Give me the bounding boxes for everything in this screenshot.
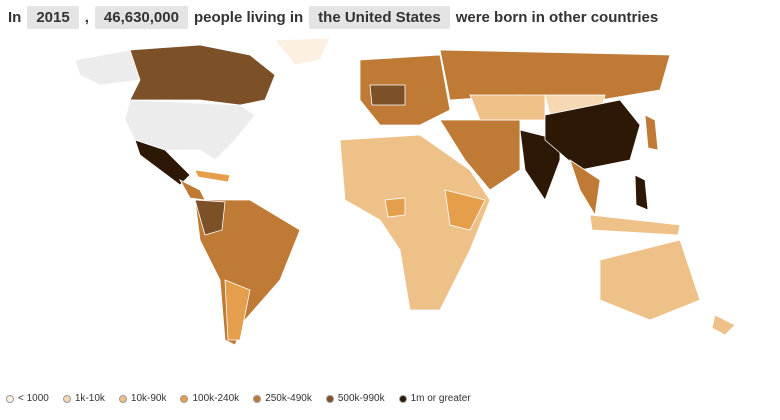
legend-item: < 1000 [6,393,49,404]
legend-label: 500k-990k [337,393,385,404]
legend-swatch [253,394,262,403]
central-america[interactable] [179,179,206,201]
legend-swatch [118,394,127,403]
legend-label: 1m or greater [410,393,471,404]
text: were born in other countries [455,9,659,26]
caribbean[interactable] [194,169,231,183]
legend-item: 10k-90k [118,393,167,404]
nigeria[interactable] [384,197,406,218]
uk-germany[interactable] [369,84,406,106]
country-dropdown[interactable]: the United States [309,6,450,29]
count-dropdown[interactable]: 46,630,000 [94,6,188,29]
southeast-asia[interactable] [569,159,601,217]
legend-label: 10k-90k [130,393,167,404]
mexico[interactable] [134,139,191,186]
year-dropdown[interactable]: 2015 [27,6,79,29]
text: people living in [193,9,304,26]
header: In 2015 , 46,630,000 people living in th… [8,6,658,29]
legend-item: 250k-490k [253,393,312,404]
legend-swatch [325,394,334,403]
legend-label: 100k-240k [192,393,240,404]
japan[interactable] [644,114,659,151]
legend-item: 1k-10k [62,393,105,404]
alaska[interactable] [74,49,141,86]
world-map [74,37,736,346]
text: In [8,9,22,26]
colombia[interactable] [194,199,226,236]
legend: < 1000 1k-10k 10k-90k 100k-240k 250k-490k 500… [6,393,471,404]
legend-swatch [6,394,14,403]
central-asia[interactable] [469,94,546,121]
usa[interactable] [124,99,256,161]
legend-item: 100k-240k [180,393,239,404]
legend-item: 1m or greater [398,393,471,404]
legend-item: 500k-990k [325,393,385,404]
text: , [84,9,89,26]
new-zealand[interactable] [711,314,736,336]
greenland[interactable] [274,37,331,66]
legend-swatch [180,394,189,403]
legend-swatch [62,394,71,403]
legend-label: 250k-490k [265,393,312,404]
legend-label: 1k-10k [74,393,105,404]
philippines[interactable] [634,174,649,211]
china[interactable] [544,99,641,171]
canada[interactable] [129,44,276,106]
east-africa[interactable] [444,189,486,231]
argentina[interactable] [224,279,251,341]
australia[interactable] [599,239,701,321]
legend-label: < 1000 [18,393,49,404]
russia[interactable] [439,49,671,101]
africa[interactable] [339,134,491,311]
indonesia[interactable] [589,214,681,236]
legend-swatch [398,394,407,403]
